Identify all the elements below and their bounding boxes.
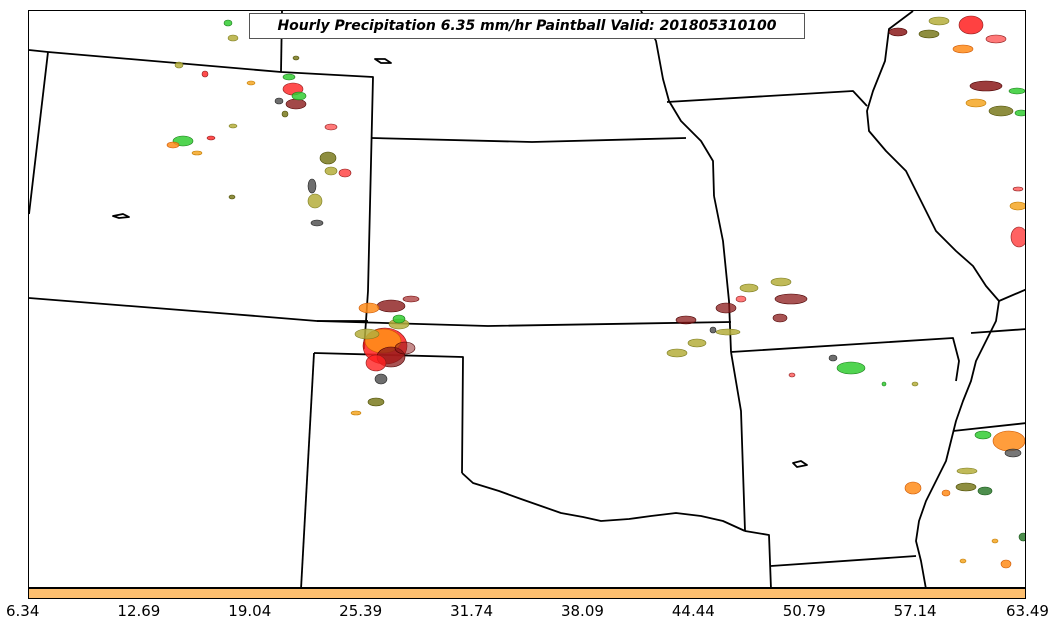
colorbar-tick-label: 38.09 [560, 602, 604, 620]
colorbar-tick-label: 6.34 [6, 602, 40, 620]
state-borders [29, 11, 1025, 587]
colorbar-tick-label: 50.79 [782, 602, 826, 620]
cluster-east [888, 15, 1025, 569]
border-la-north [770, 555, 917, 567]
colorbar-tick-label: 12.69 [117, 602, 161, 620]
border-ok-ar [744, 530, 772, 587]
border-ok-west [300, 352, 315, 587]
cluster-kansas-missouri [666, 277, 808, 358]
border-iowa-south [666, 90, 868, 107]
lake-small-1 [112, 213, 130, 219]
lake-small-3 [792, 460, 808, 468]
colorbar-tick-label: 31.74 [450, 602, 494, 620]
border-ky-south [998, 288, 1025, 302]
border-colorado-north [29, 297, 368, 322]
precip-paintballs [166, 15, 1025, 569]
cluster-front-range [350, 295, 420, 416]
map-panel [28, 10, 1026, 588]
border-missouri-river [640, 11, 715, 197]
colorbar-tick-label: 57.14 [893, 602, 937, 620]
colorbar-tick-label: 63.49 [1006, 602, 1049, 620]
border-wyoming [29, 49, 374, 292]
border-red-river [461, 472, 746, 532]
border-wy-left [29, 51, 49, 215]
border-kansas-east [713, 195, 732, 353]
border-ok-panhandle [313, 352, 464, 474]
colorbar-tick-label: 44.44 [671, 602, 715, 620]
lake-small-2 [374, 58, 392, 64]
border-mississippi-upper [866, 11, 1000, 587]
border-nebraska-south [371, 137, 687, 143]
border-tn-north [970, 328, 1025, 334]
colorbar [28, 588, 1026, 599]
colorbar-tick-label: 19.04 [228, 602, 272, 620]
cluster-wyoming [166, 19, 352, 227]
map-title: Hourly Precipitation 6.35 mm/hr Paintbal… [277, 18, 777, 34]
border-ms-north [952, 422, 1025, 432]
map-title-box: Hourly Precipitation 6.35 mm/hr Paintbal… [249, 13, 805, 39]
map-canvas [29, 11, 1025, 587]
border-arkansas-north [730, 337, 960, 382]
border-kansas-south [316, 320, 732, 327]
cluster-arkansas [788, 354, 919, 387]
border-ok-east [730, 351, 746, 532]
colorbar-tick-label: 25.39 [339, 602, 383, 620]
